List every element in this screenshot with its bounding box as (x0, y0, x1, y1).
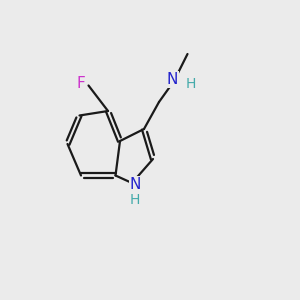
Text: N: N (167, 72, 178, 87)
Text: N: N (129, 177, 141, 192)
Text: H: H (130, 193, 140, 206)
Text: H: H (185, 77, 196, 91)
Text: F: F (76, 76, 85, 92)
